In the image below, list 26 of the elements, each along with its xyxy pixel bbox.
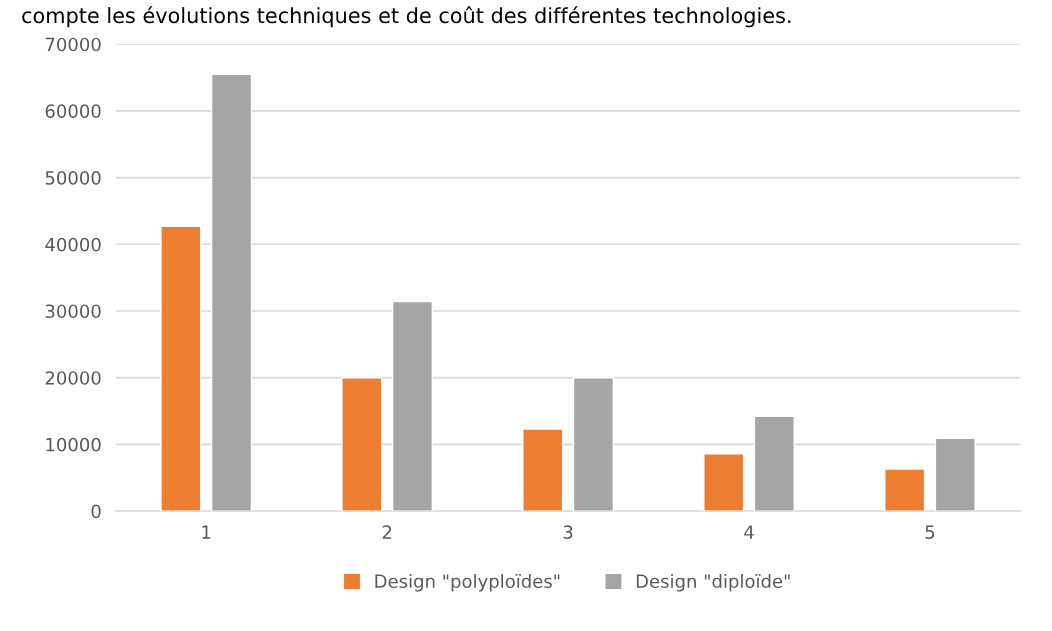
bar [753, 415, 795, 512]
bar [391, 300, 434, 512]
y-tick-label: 20000 [45, 371, 101, 385]
x-tick-label: 2 [382, 525, 392, 539]
bar [341, 377, 383, 512]
bar [572, 377, 615, 512]
bar [160, 225, 202, 512]
y-tick-label: 70000 [45, 37, 101, 52]
bar [884, 468, 926, 512]
y-tick-label: 50000 [45, 171, 101, 185]
y-tick-label: 60000 [45, 104, 101, 118]
bar [210, 73, 253, 512]
y-tick-label: 30000 [45, 304, 101, 319]
y-tick-label: 10000 [46, 437, 101, 452]
y-tick-label: 40000 [45, 237, 101, 252]
bar [934, 437, 976, 512]
legend-label: Design "diploïde" [636, 574, 790, 592]
x-tick-label: 4 [744, 525, 754, 539]
legend-label: Design "polyploïdes" [375, 574, 560, 592]
x-tick-label: 5 [925, 525, 935, 539]
bar [522, 428, 564, 512]
bar [703, 453, 745, 512]
text: compte les évolutions techniques et de coût des différentes technologies. [22, 6, 791, 28]
x-tick-label: 3 [563, 525, 573, 539]
x-tick-label: 1 [202, 525, 211, 539]
y-tick-label: 0 [91, 504, 101, 519]
